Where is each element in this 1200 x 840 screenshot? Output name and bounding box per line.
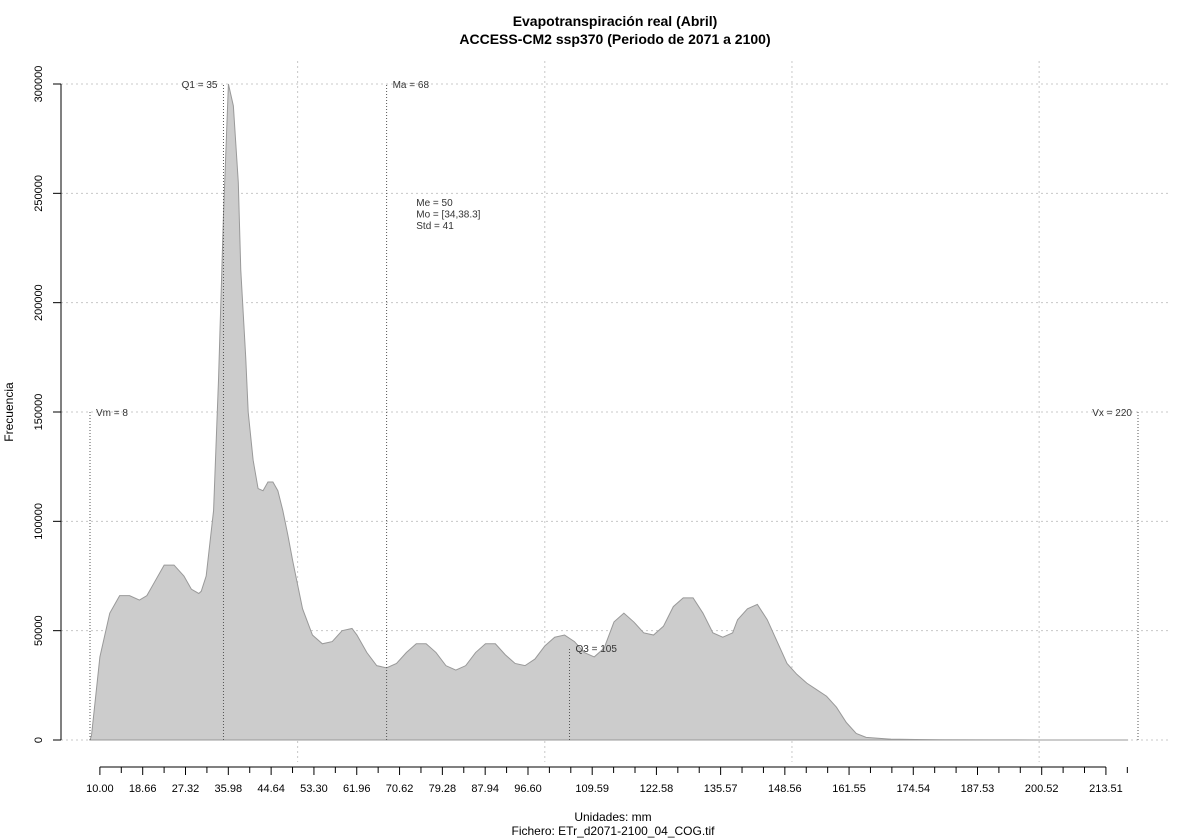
x-tick-label: 61.96: [343, 783, 371, 795]
x-tick-label: 18.66: [129, 783, 157, 795]
stat-label: Q3 = 105: [576, 644, 618, 655]
stat-label: Q1 = 35: [182, 80, 218, 91]
x-tick-label: 187.53: [961, 783, 995, 795]
x-tick-label: 122.58: [640, 783, 674, 795]
x-tick-label: 35.98: [215, 783, 243, 795]
x-tick-label: 70.62: [386, 783, 414, 795]
x-tick-label: 109.59: [575, 783, 609, 795]
x-tick-label: 148.56: [768, 783, 802, 795]
chart-subtitle: ACCESS-CM2 ssp370 (Periodo de 2071 a 210…: [459, 31, 771, 47]
x-tick-label: 87.94: [471, 783, 499, 795]
x-tick-label: 200.52: [1025, 783, 1059, 795]
x-tick-label: 213.51: [1089, 783, 1123, 795]
summary-stat: Mo = [34,38.3]: [416, 210, 480, 221]
summary-stat: Me = 50: [416, 198, 453, 209]
summary-stat: Std = 41: [416, 221, 454, 232]
stat-label: Ma = 68: [393, 80, 430, 91]
x-tick-label: 10.00: [86, 783, 114, 795]
x-tick-label: 53.30: [300, 783, 328, 795]
x-tick-label: 174.54: [896, 783, 930, 795]
y-tick-label: 150000: [33, 394, 45, 431]
x-axis-label: Unidades: mm: [574, 810, 652, 824]
x-tick-label: 135.57: [704, 783, 738, 795]
y-tick-label: 0: [33, 737, 45, 743]
chart-title: Evapotranspiración real (Abril): [512, 13, 718, 29]
density-area: [89, 83, 1129, 741]
x-tick-label: 79.28: [429, 783, 457, 795]
file-caption: Fichero: ETr_d2071-2100_04_COG.tif: [511, 824, 715, 838]
y-tick-label: 300000: [33, 66, 45, 103]
y-tick-label: 250000: [33, 175, 45, 212]
x-tick-label: 161.55: [832, 783, 866, 795]
x-tick-label: 96.60: [514, 783, 542, 795]
y-tick-label: 100000: [33, 503, 45, 540]
stat-label: Vx = 220: [1092, 408, 1132, 419]
y-tick-label: 50000: [33, 615, 45, 646]
stat-label: Vm = 8: [96, 408, 128, 419]
y-tick-label: 200000: [33, 284, 45, 321]
x-tick-label: 44.64: [257, 783, 285, 795]
x-tick-label: 27.32: [172, 783, 200, 795]
